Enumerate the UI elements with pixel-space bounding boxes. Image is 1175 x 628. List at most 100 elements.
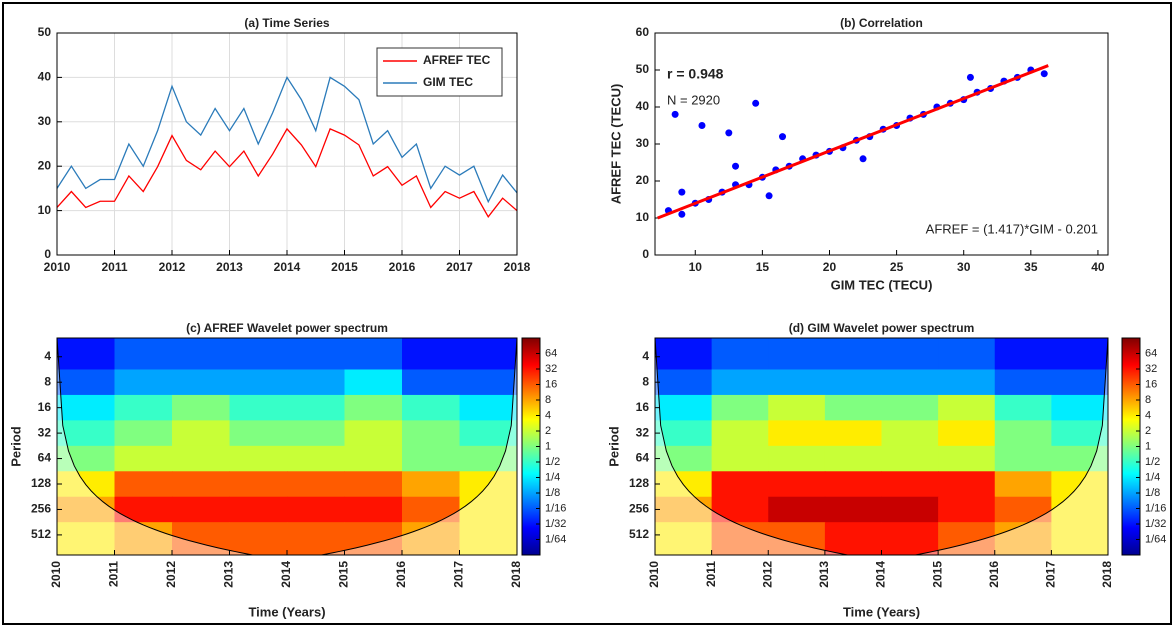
heatmap-cell	[711, 522, 769, 556]
colorbar-tick-label: 1	[1145, 440, 1151, 452]
scatter-point	[859, 155, 867, 163]
y-tick-label: 30	[636, 136, 650, 150]
heatmap-cell	[402, 496, 460, 523]
plot-frame	[654, 32, 1109, 256]
heatmap-cell	[938, 445, 996, 472]
heatmap-cell	[172, 496, 230, 523]
heatmap-cell	[229, 394, 288, 421]
heatmap-cell	[344, 496, 403, 523]
heatmap-cell	[938, 471, 996, 498]
x-tick-label: 2012	[760, 561, 774, 588]
heatmap-cell	[994, 420, 1052, 447]
heatmap-cell	[229, 445, 288, 472]
x-tick-label: 2011	[107, 561, 121, 587]
y-tick-label: 32	[38, 425, 52, 439]
y-tick-label: 50	[38, 25, 52, 39]
x-tick-label: 2014	[874, 561, 888, 588]
heatmap-cell	[402, 338, 460, 370]
panel-title: (a) Time Series	[244, 16, 329, 30]
panel-title: (b) Correlation	[840, 16, 923, 30]
panel: 10 15 20 25 30 35 40 0 10 20 30 40 50 60 r = 0.948 N = …	[608, 16, 1109, 292]
series-line	[56, 127, 518, 218]
heatmap-cell	[1051, 445, 1109, 472]
y-tick-label: 10	[38, 203, 52, 217]
heatmap-cell	[655, 496, 713, 523]
scatter-point	[732, 162, 740, 170]
x-tick-label: 25	[890, 260, 904, 274]
annotation: AFREF = (1.417)*GIM - 0.201	[926, 221, 1098, 236]
scatter-point	[725, 129, 733, 137]
heatmap-cell	[824, 420, 882, 447]
heatmap-cell	[229, 496, 288, 523]
heatmap-cell	[114, 471, 173, 498]
colorbar-tick-label: 1/32	[1145, 518, 1166, 530]
heatmap-cell	[824, 369, 882, 396]
annotation: r = 0.948	[667, 66, 724, 82]
heatmap-cell	[881, 369, 939, 396]
colorbar-tick-label: 16	[545, 378, 557, 390]
heatmap-cell	[344, 522, 403, 556]
heatmap-cell	[881, 471, 939, 498]
heatmap-cell	[655, 445, 713, 472]
heatmap-cell	[287, 496, 345, 523]
heatmap-cell	[711, 420, 769, 447]
heatmap-cell	[881, 394, 939, 421]
colorbar-tick-label: 8	[545, 394, 551, 406]
heatmap-cell	[1051, 338, 1109, 370]
colorbar-tick-label: 1/8	[545, 487, 560, 499]
y-tick-label: 20	[636, 173, 650, 187]
heatmap-cell	[938, 420, 996, 447]
x-tick-label: 2013	[222, 561, 236, 588]
heatmap-cell	[459, 522, 518, 556]
heatmap-cell	[402, 445, 460, 472]
heatmap-cell	[287, 522, 345, 556]
y-tick-label: 32	[636, 425, 650, 439]
colorbar-tick-label: 8	[1145, 394, 1151, 406]
heatmap-cell	[229, 471, 288, 498]
heatmap-cell	[994, 394, 1052, 421]
heatmap-cell	[344, 471, 403, 498]
heatmap-cell	[344, 445, 403, 472]
heatmap-cell	[711, 369, 769, 396]
y-tick-label: 30	[38, 114, 52, 128]
heatmap-cell	[655, 338, 713, 370]
x-tick-label: 40	[1091, 260, 1105, 274]
heatmap-cell	[172, 394, 230, 421]
colorbar-tick-label: 1/32	[545, 518, 566, 530]
heatmap-cell	[114, 369, 173, 396]
heatmap-cell	[287, 445, 345, 472]
panel: 64 32 16 8 4 2 1 1/2 1/4 1/8 1/16 1/32 1/64 2010 2011 2…	[8, 321, 566, 619]
heatmap-cell	[172, 420, 230, 447]
heatmap-cell	[994, 471, 1052, 498]
heatmap-cell	[824, 496, 882, 523]
y-tick-label: 40	[636, 99, 650, 113]
x-tick-label: 30	[957, 260, 971, 274]
colorbar-tick-label: 4	[1145, 409, 1151, 421]
heatmap-cell	[1051, 369, 1109, 396]
heatmap-cell	[57, 496, 115, 523]
x-tick-label: 2013	[817, 561, 831, 588]
y-tick-label: 4	[642, 349, 649, 363]
x-tick-label: 2018	[1100, 561, 1114, 588]
x-tick-label: 20	[823, 260, 837, 274]
x-tick-label: 2010	[647, 561, 661, 588]
heatmap-cell	[881, 445, 939, 472]
y-tick-label: 50	[636, 62, 650, 76]
heatmap-cell	[824, 471, 882, 498]
heatmap-cell	[1051, 496, 1109, 523]
panel: 64 32 16 8 4 2 1 1/2 1/4 1/8 1/16 1/32 1/64 2010 2011 2…	[606, 321, 1166, 619]
heatmap-cell	[229, 338, 288, 370]
heatmap-cell	[938, 496, 996, 523]
heatmap-cell	[994, 338, 1052, 370]
colorbar-tick-label: 1/4	[545, 471, 560, 483]
heatmap-cell	[344, 338, 403, 370]
annotation: N = 2920	[667, 92, 720, 107]
heatmap-cell	[287, 338, 345, 370]
y-axis-label: Period	[8, 426, 23, 467]
heatmap-cell	[229, 522, 288, 556]
heatmap-cell	[768, 420, 826, 447]
heatmap-cell	[57, 445, 115, 472]
y-tick-label: 20	[38, 158, 52, 172]
heatmap-cell	[229, 420, 288, 447]
